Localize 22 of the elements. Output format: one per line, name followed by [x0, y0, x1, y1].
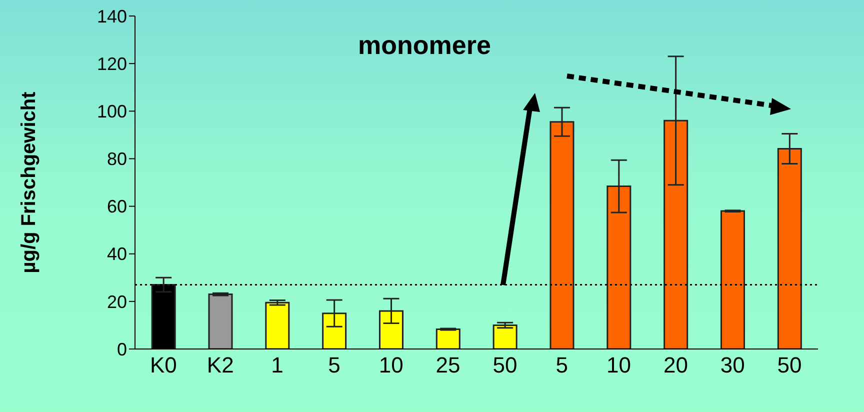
x-tick-label: K0 [150, 352, 177, 378]
y-tick-label: 120 [96, 54, 127, 74]
x-tick-label: 10 [378, 352, 404, 378]
x-tick-label: 50 [492, 352, 518, 378]
y-tick-label: 0 [116, 339, 127, 360]
x-tick-label: 10 [606, 352, 632, 378]
x-tick-label: 30 [720, 352, 745, 378]
y-tick-label: 40 [106, 244, 127, 264]
y-tick-label: 60 [106, 196, 127, 217]
x-tick-label: K2 [206, 352, 234, 378]
x-tick-label: 1 [271, 352, 284, 378]
x-tick-label: 5 [328, 352, 340, 378]
x-tick-label: 50 [777, 352, 802, 378]
y-tick-label: 20 [106, 292, 127, 312]
y-tick-label: 80 [106, 149, 127, 170]
annotation: monomere [358, 30, 491, 61]
x-tick-label: 20 [663, 352, 688, 378]
y-tick-label: 100 [96, 102, 127, 122]
y-tick-label: 140 [96, 6, 127, 26]
y-axis-title: µg/g Frischgewicht [18, 91, 40, 274]
x-tick-label: 25 [436, 352, 460, 378]
x-tick-label: 5 [556, 352, 568, 378]
